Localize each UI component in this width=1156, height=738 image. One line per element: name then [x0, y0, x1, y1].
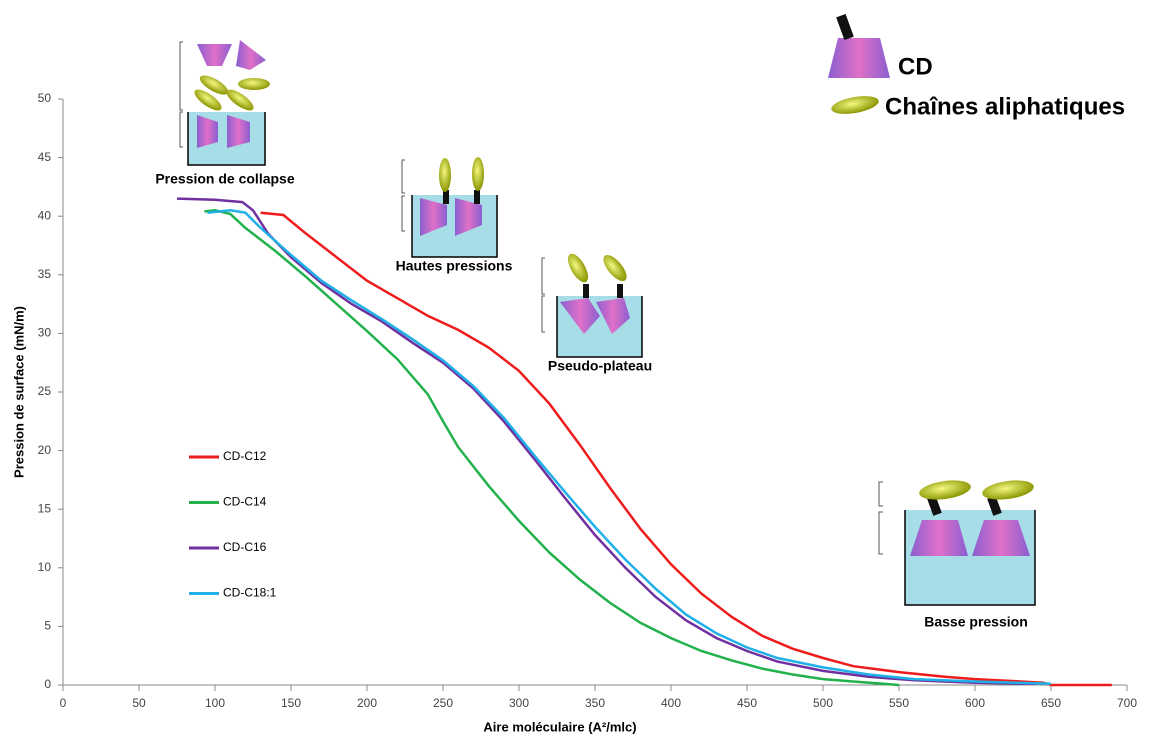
x-tick-label: 400 — [661, 696, 681, 710]
y-tick-label: 25 — [38, 384, 52, 398]
legend-label: CD-C18:1 — [223, 586, 277, 600]
y-tick-label: 20 — [38, 443, 52, 457]
symbol-legend-label: Chaînes aliphatiques — [885, 93, 1125, 120]
line — [204, 209, 900, 687]
y-tick-label: 50 — [38, 91, 52, 105]
y-tick-label: 35 — [38, 267, 52, 281]
y-tick-label: 45 — [38, 150, 52, 164]
annotation: Pression de collapse — [155, 171, 294, 187]
legend-label: CD-C16 — [223, 540, 267, 554]
y-tick-label: 15 — [38, 501, 52, 515]
x-tick-label: 650 — [1041, 696, 1061, 710]
x-tick-label: 300 — [509, 696, 529, 710]
x-tick-label: 500 — [813, 696, 833, 710]
legend-label: CD-C12 — [223, 449, 267, 463]
annotation: Basse pression — [924, 614, 1028, 630]
y-tick-label: 0 — [44, 677, 51, 691]
x-tick-label: 700 — [1117, 696, 1137, 710]
x-tick-label: 550 — [889, 696, 909, 710]
x-tick-label: 150 — [281, 696, 301, 710]
x-tick-label: 600 — [965, 696, 985, 710]
y-tick-label: 40 — [38, 208, 52, 222]
x-tick-label: 450 — [737, 696, 757, 710]
y-axis-title: Pression de surface (mN/m) — [11, 306, 26, 478]
symbol-legend-label: CD — [898, 53, 933, 80]
y-tick-label: 5 — [44, 619, 51, 633]
illustrations — [179, 14, 1036, 606]
y-tick-label: 30 — [38, 326, 52, 340]
x-axis-title: Aire moléculaire (A²/mlc) — [483, 719, 636, 734]
annotation: Hautes pressions — [396, 258, 513, 274]
legend-label: CD-C14 — [223, 495, 267, 509]
line — [207, 209, 1052, 686]
y-tick-label: 10 — [38, 560, 52, 574]
x-tick-label: 50 — [132, 696, 146, 710]
x-tick-label: 100 — [205, 696, 225, 710]
x-tick-label: 350 — [585, 696, 605, 710]
x-tick-label: 0 — [60, 696, 67, 710]
x-tick-label: 250 — [433, 696, 453, 710]
annotation: Pseudo-plateau — [548, 358, 652, 374]
x-tick-label: 200 — [357, 696, 377, 710]
line — [260, 211, 1112, 687]
line — [176, 197, 1036, 686]
